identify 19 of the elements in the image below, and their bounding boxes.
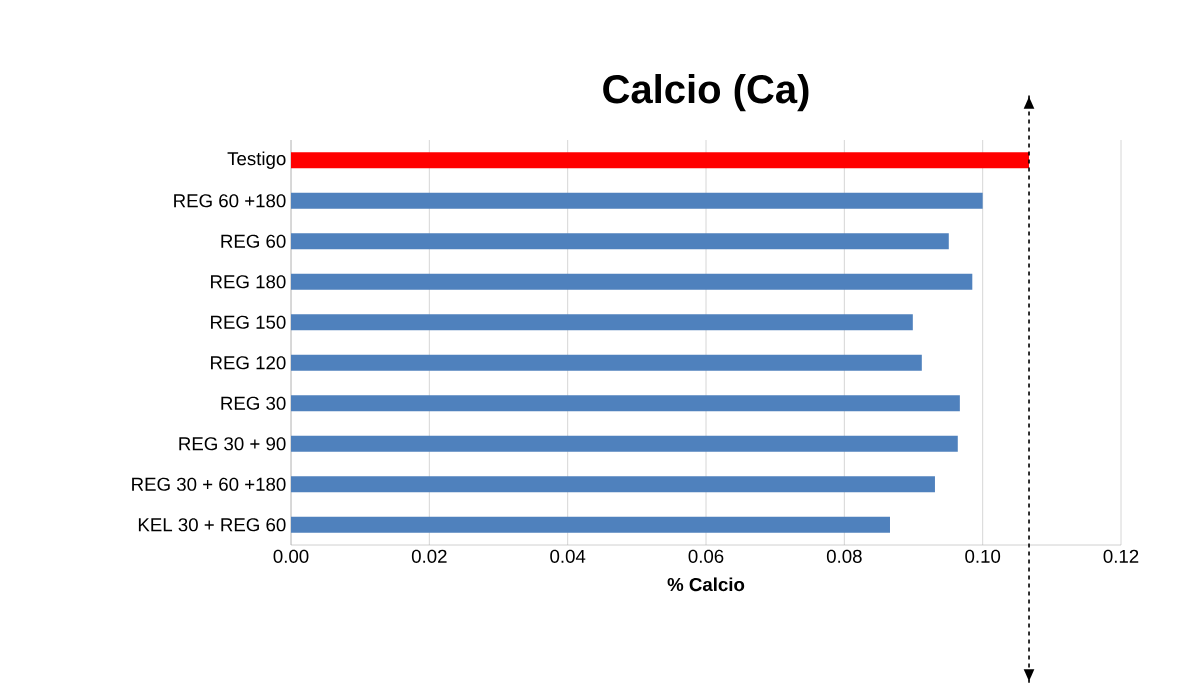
x-tick-label: 0.02: [411, 549, 447, 563]
x-tick-label: 0.00: [273, 549, 309, 563]
y-tick-label: KEL 30 + REG 60: [138, 518, 286, 532]
y-tick-label: REG 120: [211, 356, 286, 370]
chart-title: Calcio (Ca): [603, 74, 809, 112]
x-tick-label: 0.08: [826, 549, 862, 563]
y-tick-label: REG 30: [221, 396, 286, 410]
y-tick-label: REG 60: [221, 234, 286, 248]
x-tick-label: 0.06: [688, 549, 724, 563]
y-tick-label: REG 30 + 90: [179, 437, 286, 451]
y-tick-label: Testigo: [227, 151, 286, 169]
y-tick-label: REG 60 +180: [174, 194, 286, 208]
x-axis-title: % Calcio: [667, 577, 745, 592]
x-tick-label: 0.12: [1103, 549, 1139, 563]
x-tick-label: 0.10: [965, 549, 1001, 563]
y-tick-label: REG 30 + 60 +180: [132, 477, 286, 491]
x-tick-label: 0.04: [550, 549, 586, 563]
y-tick-label: REG 150: [211, 315, 286, 329]
y-tick-label: REG 180: [211, 275, 286, 289]
